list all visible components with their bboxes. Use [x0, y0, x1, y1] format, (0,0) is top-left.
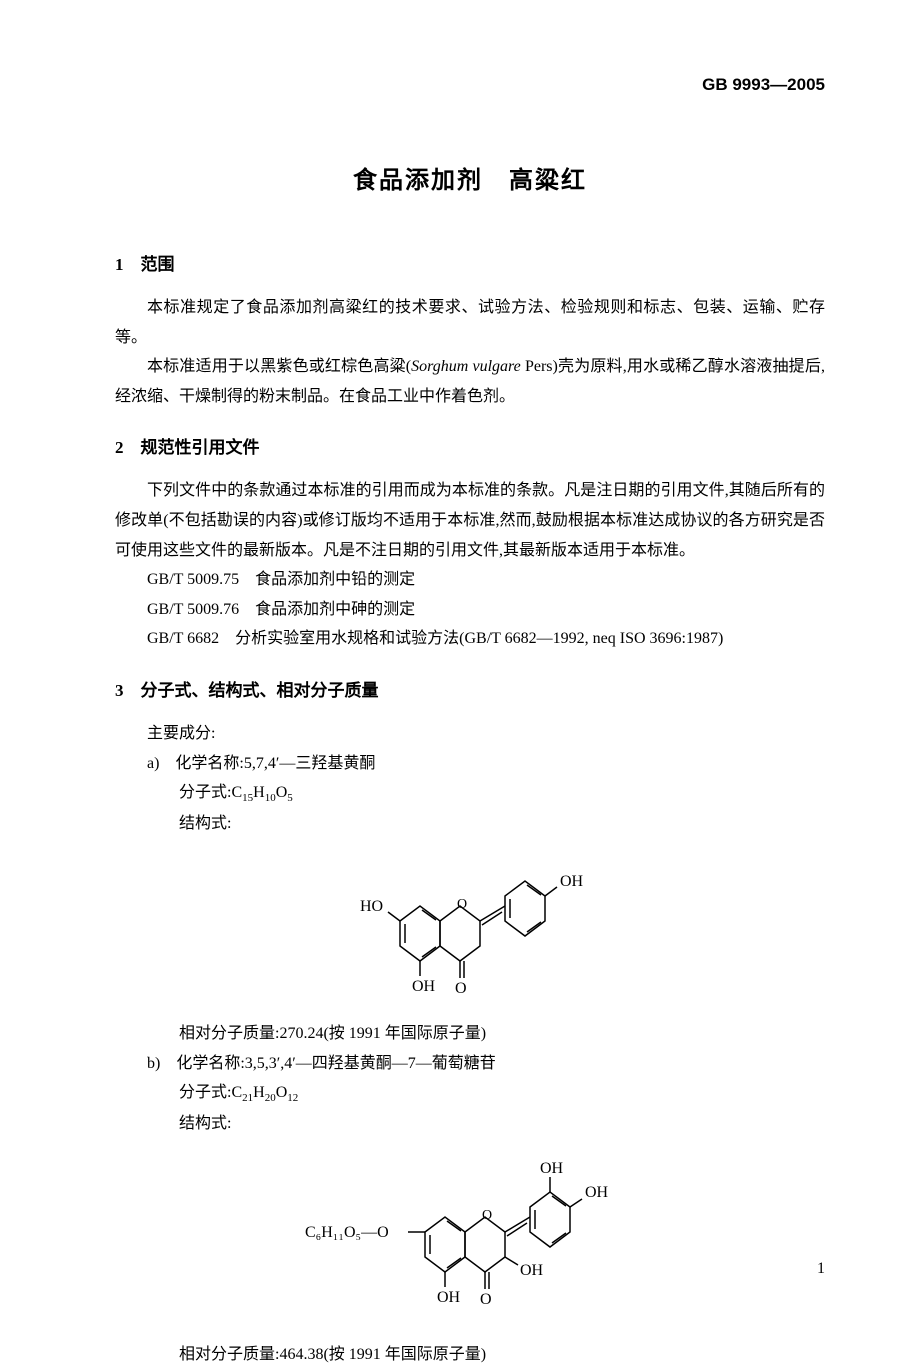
structure-diagram-b: C₆H₁₁O₅—O O OH O OH OH OH	[115, 1157, 825, 1322]
item-a-label: a) 化学名称:5,7,4′—三羟基黄酮	[147, 749, 825, 779]
structure-diagram-a: HO O OH O OH	[115, 856, 825, 1001]
label-o-carbonyl-b: O	[480, 1291, 492, 1308]
reference-2: GB/T 5009.76 食品添加剂中砷的测定	[115, 595, 825, 625]
label-oh-bottom-b: OH	[437, 1289, 461, 1306]
section-1-para-1: 本标准规定了食品添加剂高粱红的技术要求、试验方法、检验规则和标志、包装、运输、贮…	[115, 293, 825, 352]
section-1-heading: 1 范围	[115, 250, 825, 275]
item-a-mass: 相对分子质量:270.24(按 1991 年国际原子量)	[179, 1019, 825, 1049]
label-o-ring: O	[457, 897, 467, 912]
item-a-formula: 分子式:C15H10O5	[179, 778, 825, 809]
section-3-heading: 3 分子式、结构式、相对分子质量	[115, 676, 825, 701]
label-oh-bottom: OH	[412, 978, 436, 995]
label-oh-side-b: OH	[585, 1184, 609, 1201]
section-2-para-1: 下列文件中的条款通过本标准的引用而成为本标准的条款。凡是注日期的引用文件,其随后…	[115, 476, 825, 565]
label-ho: HO	[360, 898, 383, 915]
item-a-structure-label: 结构式:	[179, 809, 825, 839]
label-oh-top-b: OH	[540, 1160, 564, 1177]
item-b-label: b) 化学名称:3,5,3′,4′—四羟基黄酮—7—葡萄糖苷	[147, 1049, 825, 1079]
section-1-para-2: 本标准适用于以黑紫色或红棕色高粱(Sorghum vulgare Pers)壳为…	[115, 352, 825, 411]
main-components-label: 主要成分:	[115, 719, 825, 749]
reference-1: GB/T 5009.75 食品添加剂中铅的测定	[115, 565, 825, 595]
latin-name: Sorghum vulgare	[411, 358, 521, 375]
label-oh-c3: OH	[520, 1262, 544, 1279]
item-b-mass: 相对分子质量:464.38(按 1991 年国际原子量)	[179, 1340, 825, 1369]
reference-3: GB/T 6682 分析实验室用水规格和试验方法(GB/T 6682—1992,…	[115, 624, 825, 654]
label-o-ring-b: O	[482, 1208, 492, 1223]
label-o-carbonyl: O	[455, 980, 467, 996]
label-oh-right: OH	[560, 873, 584, 890]
item-b-structure-label: 结构式:	[179, 1109, 825, 1139]
document-title: 食品添加剂 高粱红	[115, 160, 825, 195]
label-glucose: C₆H₁₁O₅—O	[305, 1224, 389, 1241]
item-b-formula: 分子式:C21H20O12	[179, 1078, 825, 1109]
section-2-heading: 2 规范性引用文件	[115, 433, 825, 458]
page-number: 1	[817, 1260, 825, 1278]
document-number: GB 9993—2005	[702, 75, 825, 95]
section-1-para-2-pre: 本标准适用于以黑紫色或红棕色高粱(	[147, 358, 411, 375]
